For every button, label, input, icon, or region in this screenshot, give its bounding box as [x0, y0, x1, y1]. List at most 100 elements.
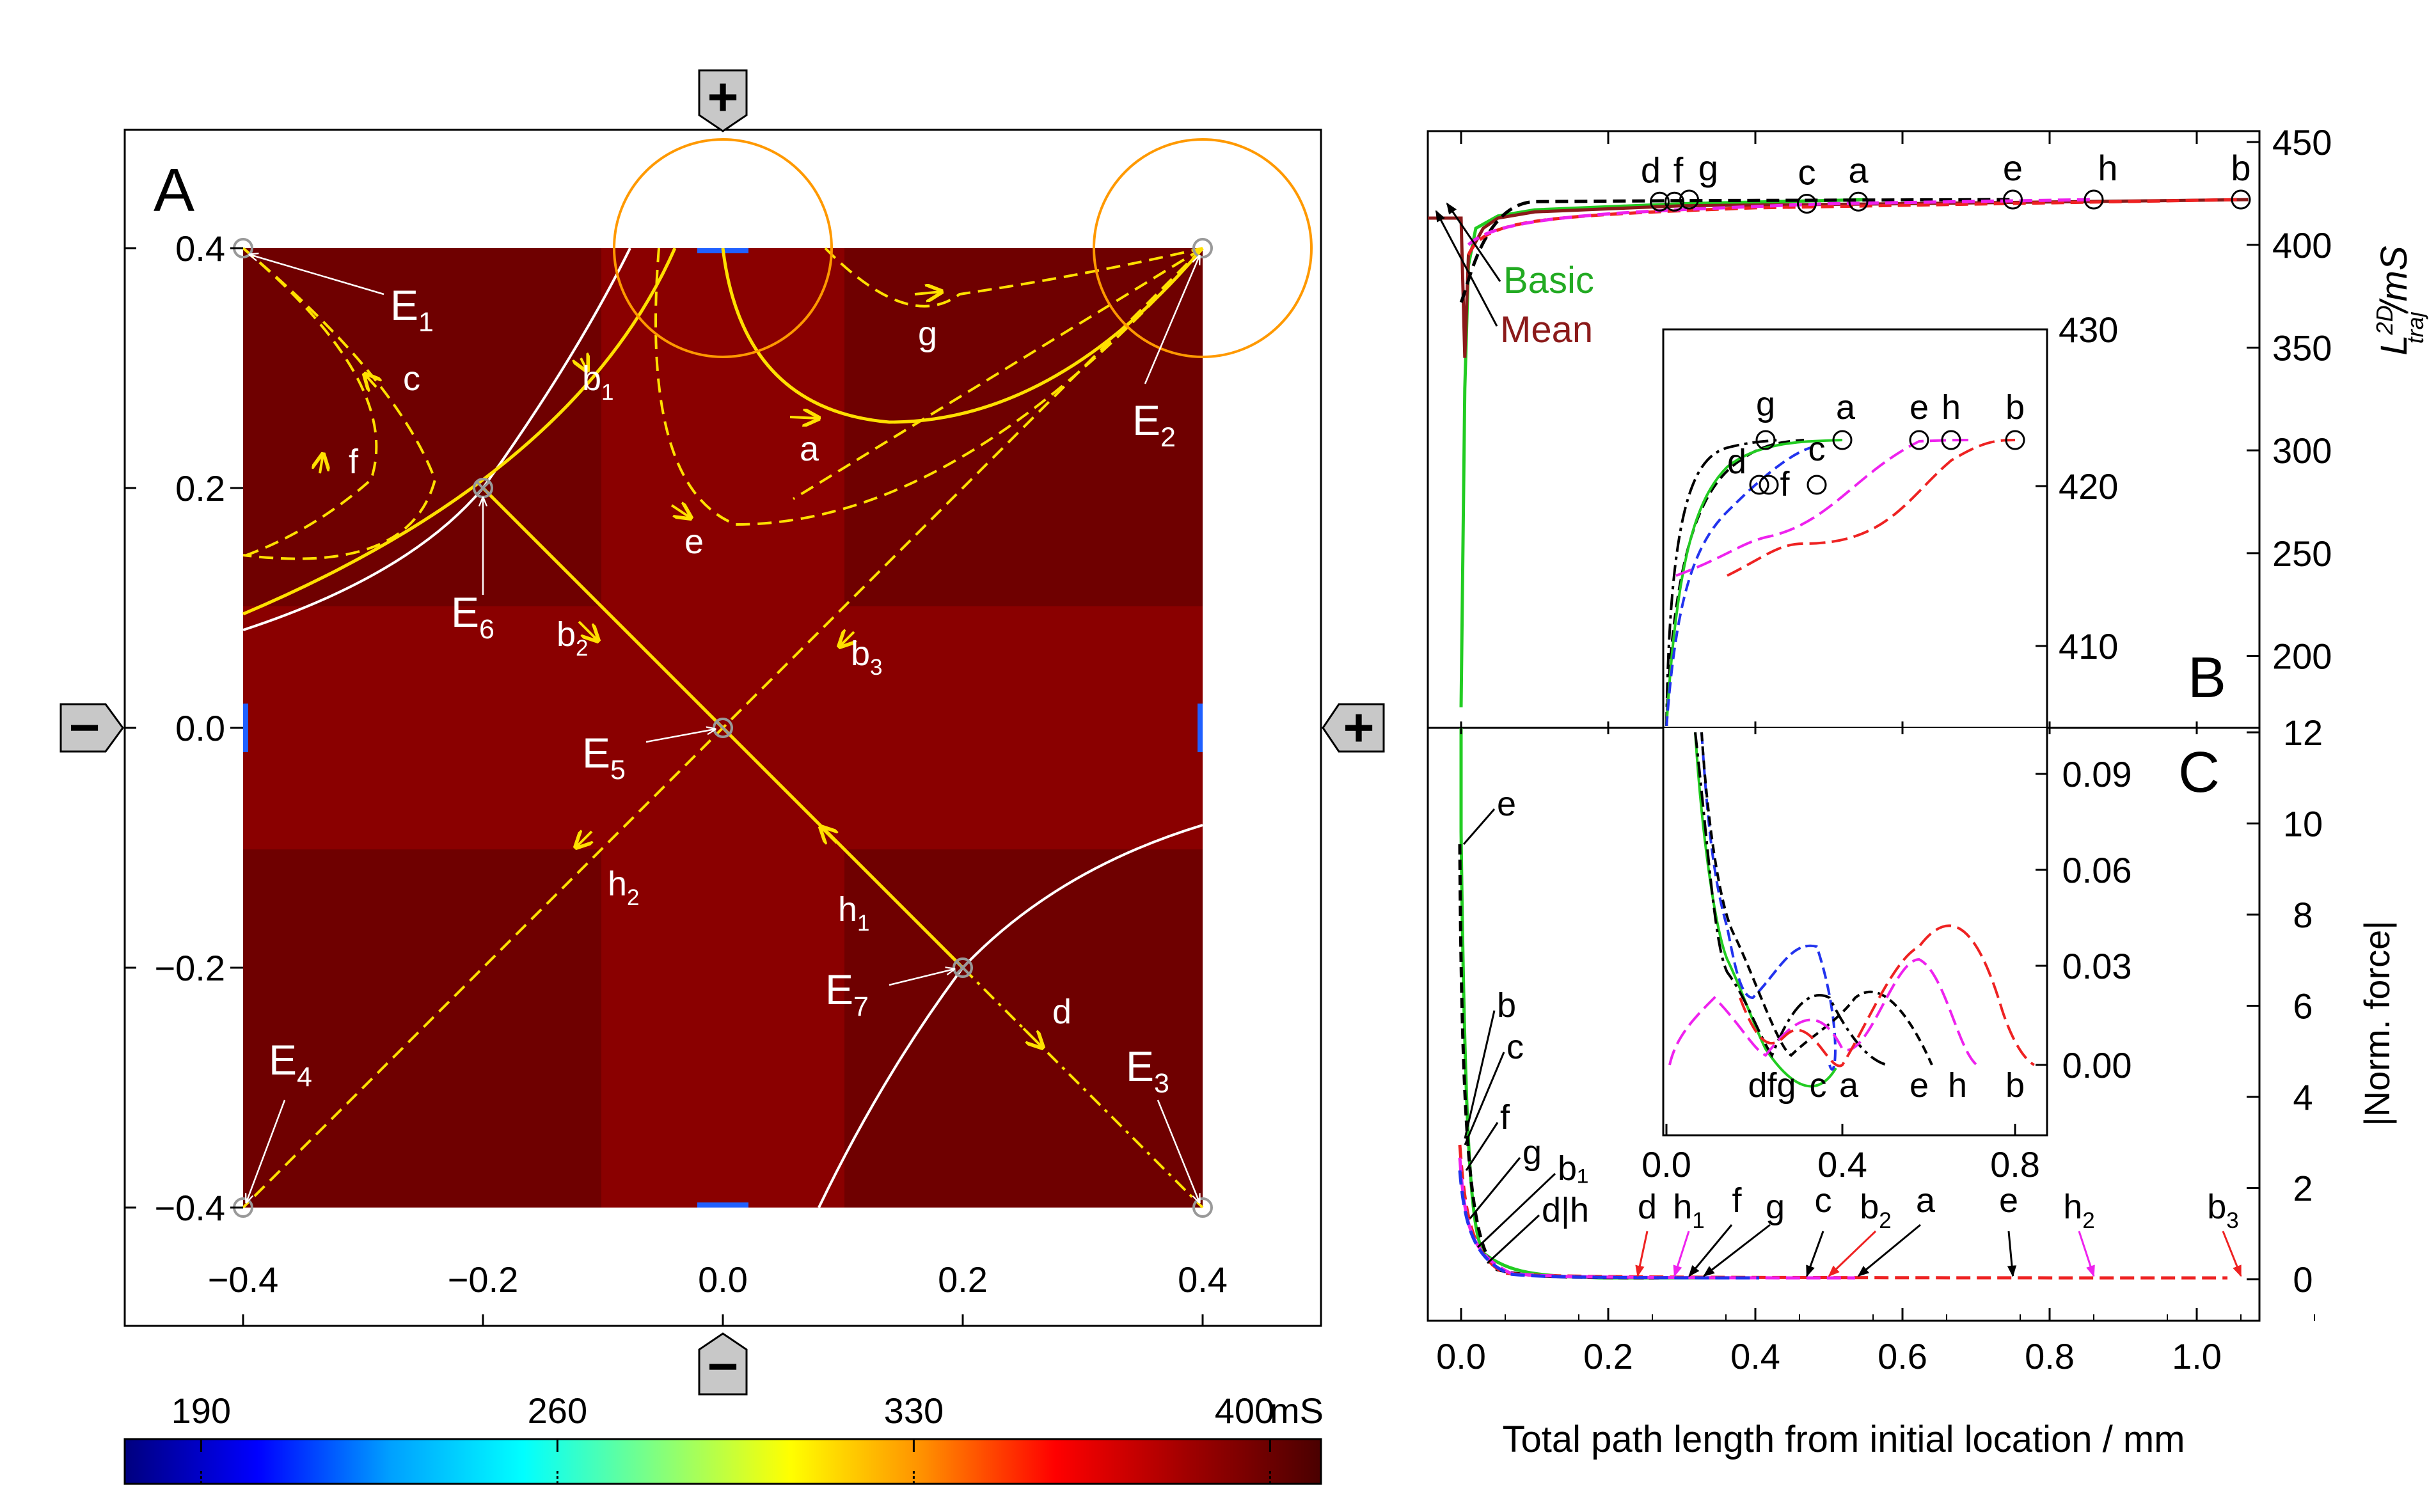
c-arrow-b3: [2222, 1231, 2242, 1277]
panel-a-label: A: [154, 156, 194, 224]
x-tick-label: −0.4: [208, 1259, 279, 1300]
c-left-label: d|h: [1542, 1191, 1589, 1229]
x-tick-label: 0.6: [1878, 1336, 1927, 1376]
inset-label-f: f: [1780, 465, 1790, 503]
panel-a-x-ticks: −0.4 −0.2 0.0 0.2 0.4: [208, 1259, 1228, 1326]
y-tick-label: 0.4: [175, 228, 225, 269]
point-e4: E4: [269, 1036, 312, 1092]
zoom-circle-e2: [1093, 138, 1313, 358]
series-basic: [1459, 198, 1866, 707]
c-arrow-label-b2: b2: [1860, 1188, 1892, 1233]
traj-label-d: d: [1052, 993, 1072, 1031]
inset-c-label-a: a: [1839, 1066, 1859, 1105]
inset-label-d: d: [1727, 443, 1746, 481]
end-marker-g: [1679, 189, 1699, 210]
end-marker-a: [1848, 191, 1869, 212]
c-arrow-d: [1635, 1231, 1649, 1277]
inset-c-label-b: b: [2005, 1066, 2025, 1105]
traj-label-h1: h1: [838, 890, 870, 936]
y-tick-label: 12: [2283, 713, 2323, 753]
legend-basic: Basic: [1503, 260, 1594, 301]
panel-b-y-ticks: 200 250 300 350 400 450: [2247, 122, 2332, 677]
c-arrow-label-c: c: [1815, 1181, 1832, 1220]
inset-c-label-dfg: dfg: [1748, 1066, 1796, 1105]
y-tick-label: 300: [2272, 430, 2332, 471]
inset-y-tick-label: 0.03: [2062, 946, 2132, 986]
y-tick-label: 0.0: [175, 708, 225, 748]
inset-label-a: a: [1836, 388, 1856, 427]
panel-b-inset-labels: g a e h b dfc: [1727, 385, 2025, 503]
c-arrow-a: [1857, 1224, 1921, 1277]
panel-a-y-ticks: 0.4 0.2 0.0 −0.2 −0.4: [125, 228, 243, 1228]
end-marker-label-b: b: [2231, 148, 2250, 188]
electrode-plus-top: +: [698, 67, 748, 132]
traj-label-a: a: [800, 430, 819, 468]
legend-mean: Mean: [1500, 309, 1593, 350]
colorbar: 190 260 330 400 mS: [123, 1390, 1324, 1485]
end-marker-e: [2003, 189, 2023, 210]
y-tick-label: 4: [2293, 1077, 2313, 1117]
y-tick-label: 350: [2272, 327, 2332, 368]
x-tick-label: 0.2: [938, 1259, 988, 1300]
c-arrow-label-f: f: [1732, 1181, 1742, 1220]
panel-b-inset-y-ticks: 410 420 430: [2036, 310, 2118, 666]
inset-x-tick-label: 0.4: [1817, 1144, 1867, 1185]
end-marker-label-g: g: [1698, 148, 1718, 188]
end-marker-label-e: e: [2003, 148, 2023, 188]
y-tick-label: 0: [2293, 1259, 2313, 1300]
colorbar-tick-label: 400: [1215, 1390, 1274, 1431]
c-arrow-b2: [1828, 1230, 1877, 1277]
c-left-label: f: [1500, 1098, 1510, 1137]
c-left-label: g: [1522, 1133, 1542, 1172]
point-e1: E1: [390, 281, 434, 338]
colorbar-tick-label: 260: [528, 1390, 587, 1431]
point-e6: E6: [451, 588, 494, 645]
electrode-minus-left: −: [59, 697, 124, 757]
bc-x-ticks: 0.0 0.2 0.4 0.6 0.8 1.0: [1436, 131, 2315, 1376]
y-tick-label: −0.2: [154, 948, 225, 988]
inset-y-tick-label: 0.09: [2062, 754, 2132, 794]
c-left-label: b: [1497, 986, 1516, 1025]
panel-a-labels: E1 E2 E3 E4 E5 E6 E7 a b1 b2 b3 c d e f g h1 h2: [269, 281, 1176, 1099]
zoom-circle-top: [613, 138, 833, 358]
c-left-label: b₁: [1558, 1149, 1588, 1188]
inset-marker: [1807, 475, 1827, 495]
inset-label-b: b: [2005, 388, 2025, 427]
c-arrow-label-d: d: [1638, 1188, 1657, 1226]
inset-y-tick-label: 0.00: [2062, 1045, 2132, 1085]
panel-b-inset: 410 420 430 g a e h b dfc: [1662, 310, 2118, 729]
inset-marker: [1832, 430, 1853, 450]
traj-label-b3: b3: [851, 634, 883, 680]
traj-label-g: g: [918, 315, 937, 353]
svg-text:+: +: [1343, 697, 1374, 757]
y-tick-label: 200: [2272, 636, 2332, 677]
panel-b-inset-markers: [1749, 430, 2025, 495]
y-tick-label: 8: [2293, 895, 2313, 935]
end-marker-b: [2231, 189, 2251, 210]
c-arrow-c: [1806, 1231, 1824, 1277]
c-arrow-g: [1703, 1224, 1771, 1277]
y-tick-label: −0.4: [154, 1188, 225, 1228]
y-tick-label: 0.2: [175, 468, 225, 508]
c-arrow-label-h2: h2: [2063, 1188, 2095, 1233]
colorbar-ticks: 190 260 330 400: [171, 1390, 1274, 1484]
legend-basic-leader: [1446, 202, 1501, 282]
end-marker-f: [1665, 191, 1684, 212]
panel-c-inset-labels: dfg c a e h b: [1748, 1066, 2025, 1105]
end-marker-label-f: f: [1673, 150, 1684, 190]
traj-label-b2: b2: [557, 615, 589, 661]
electrode-plus-right: +: [1322, 697, 1385, 757]
colorbar-tick-label: 190: [171, 1390, 231, 1431]
c-arrow-label-h1: h1: [1673, 1188, 1705, 1233]
panel-b-label: B: [2188, 646, 2226, 710]
end-marker-c: [1797, 193, 1817, 214]
electrode-minus-bottom: −: [698, 1332, 748, 1396]
end-marker-label-c: c: [1798, 152, 1816, 192]
panel-b-curves: [1428, 198, 2249, 707]
point-e7: E7: [825, 966, 869, 1022]
inset-y-tick-label: 0.06: [2062, 850, 2132, 890]
c-left-label: e: [1497, 785, 1516, 823]
x-tick-label: −0.2: [448, 1259, 519, 1300]
point-e5: E5: [582, 729, 626, 785]
